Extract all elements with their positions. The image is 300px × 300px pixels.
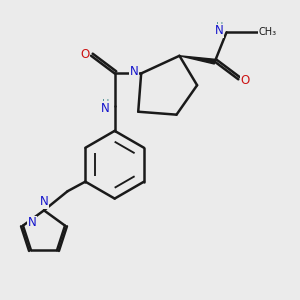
Text: CH₃: CH₃: [258, 27, 276, 37]
Text: O: O: [80, 48, 89, 61]
Text: O: O: [240, 74, 249, 87]
Text: N: N: [129, 65, 138, 79]
Text: N: N: [101, 102, 110, 115]
Text: H: H: [215, 22, 223, 32]
Text: H: H: [102, 99, 109, 110]
Text: N: N: [28, 216, 36, 229]
Text: N: N: [215, 24, 224, 37]
Polygon shape: [179, 56, 215, 64]
Text: N: N: [40, 195, 48, 208]
